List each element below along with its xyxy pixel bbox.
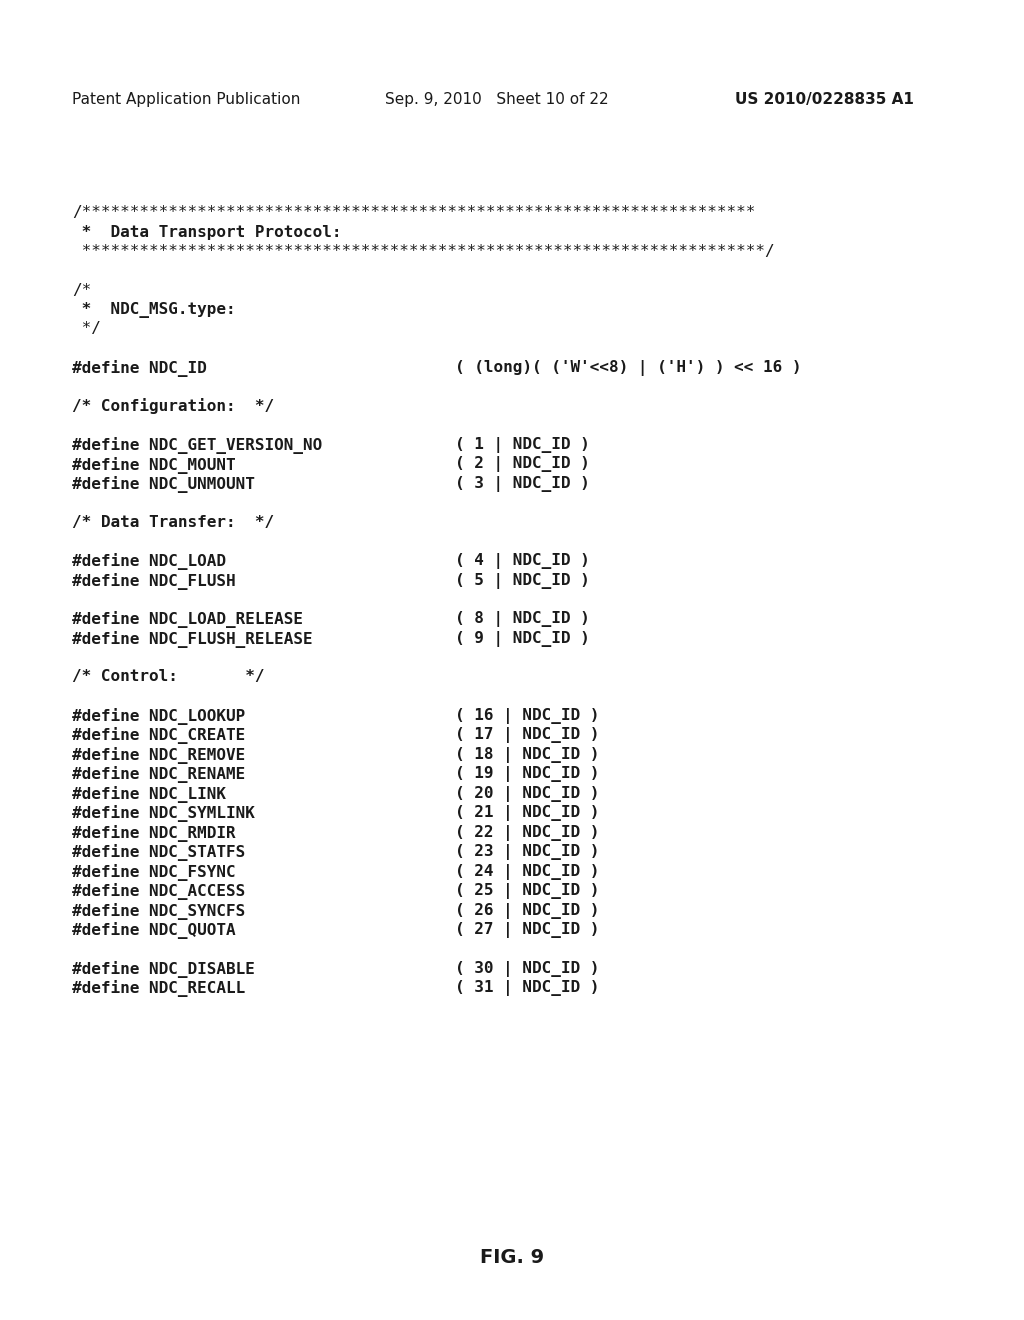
Text: #define NDC_STATFS: #define NDC_STATFS	[72, 843, 246, 861]
Text: ( 24 | NDC_ID ): ( 24 | NDC_ID )	[455, 863, 599, 879]
Text: #define NDC_FLUSH: #define NDC_FLUSH	[72, 573, 236, 590]
Text: #define NDC_FSYNC: #define NDC_FSYNC	[72, 863, 236, 880]
Text: #define NDC_REMOVE: #define NDC_REMOVE	[72, 747, 246, 763]
Text: #define NDC_LOOKUP: #define NDC_LOOKUP	[72, 708, 246, 725]
Text: ( 8 | NDC_ID ): ( 8 | NDC_ID )	[455, 611, 590, 627]
Text: #define NDC_MOUNT: #define NDC_MOUNT	[72, 457, 236, 474]
Text: #define NDC_LOAD_RELEASE: #define NDC_LOAD_RELEASE	[72, 611, 303, 628]
Text: */: */	[72, 322, 101, 337]
Text: ( 21 | NDC_ID ): ( 21 | NDC_ID )	[455, 805, 599, 821]
Text: Sep. 9, 2010   Sheet 10 of 22: Sep. 9, 2010 Sheet 10 of 22	[385, 92, 608, 107]
Text: ( 30 | NDC_ID ): ( 30 | NDC_ID )	[455, 961, 599, 977]
Text: /* Control:       */: /* Control: */	[72, 669, 264, 684]
Text: US 2010/0228835 A1: US 2010/0228835 A1	[735, 92, 913, 107]
Text: ( 22 | NDC_ID ): ( 22 | NDC_ID )	[455, 825, 599, 841]
Text: *  Data Transport Protocol:: * Data Transport Protocol:	[72, 224, 341, 239]
Text: ( 9 | NDC_ID ): ( 9 | NDC_ID )	[455, 631, 590, 647]
Text: #define NDC_RECALL: #define NDC_RECALL	[72, 979, 246, 997]
Text: #define NDC_LINK: #define NDC_LINK	[72, 785, 226, 803]
Text: ( 25 | NDC_ID ): ( 25 | NDC_ID )	[455, 883, 599, 899]
Text: ( 1 | NDC_ID ): ( 1 | NDC_ID )	[455, 437, 590, 453]
Text: #define NDC_SYNCFS: #define NDC_SYNCFS	[72, 903, 246, 920]
Text: ( 3 | NDC_ID ): ( 3 | NDC_ID )	[455, 477, 590, 492]
Text: #define NDC_QUOTA: #define NDC_QUOTA	[72, 921, 236, 939]
Text: ***********************************************************************/: ****************************************…	[72, 244, 774, 259]
Text: #define NDC_RENAME: #define NDC_RENAME	[72, 766, 246, 783]
Text: #define NDC_UNMOUNT: #define NDC_UNMOUNT	[72, 477, 255, 492]
Text: ( 20 | NDC_ID ): ( 20 | NDC_ID )	[455, 785, 599, 801]
Text: ( 5 | NDC_ID ): ( 5 | NDC_ID )	[455, 573, 590, 589]
Text: ( 16 | NDC_ID ): ( 16 | NDC_ID )	[455, 708, 599, 723]
Text: ( 23 | NDC_ID ): ( 23 | NDC_ID )	[455, 843, 599, 861]
Text: #define NDC_RMDIR: #define NDC_RMDIR	[72, 825, 236, 842]
Text: *  NDC_MSG.type:: * NDC_MSG.type:	[72, 302, 236, 318]
Text: ( 17 | NDC_ID ): ( 17 | NDC_ID )	[455, 727, 599, 743]
Text: /* Data Transfer:  */: /* Data Transfer: */	[72, 515, 274, 529]
Text: ( 4 | NDC_ID ): ( 4 | NDC_ID )	[455, 553, 590, 569]
Text: /* Configuration:  */: /* Configuration: */	[72, 399, 274, 414]
Text: /**********************************************************************: /***************************************…	[72, 205, 756, 220]
Text: #define NDC_ACCESS: #define NDC_ACCESS	[72, 883, 246, 900]
Text: ( 2 | NDC_ID ): ( 2 | NDC_ID )	[455, 457, 590, 473]
Text: #define NDC_FLUSH_RELEASE: #define NDC_FLUSH_RELEASE	[72, 631, 312, 648]
Text: #define NDC_LOAD: #define NDC_LOAD	[72, 553, 226, 570]
Text: #define NDC_GET_VERSION_NO: #define NDC_GET_VERSION_NO	[72, 437, 323, 454]
Text: #define NDC_SYMLINK: #define NDC_SYMLINK	[72, 805, 255, 822]
Text: ( 26 | NDC_ID ): ( 26 | NDC_ID )	[455, 903, 599, 919]
Text: ( 27 | NDC_ID ): ( 27 | NDC_ID )	[455, 921, 599, 939]
Text: ( (long)( ('W'<<8) | ('H') ) << 16 ): ( (long)( ('W'<<8) | ('H') ) << 16 )	[455, 360, 802, 376]
Text: #define NDC_CREATE: #define NDC_CREATE	[72, 727, 246, 744]
Text: #define NDC_DISABLE: #define NDC_DISABLE	[72, 961, 255, 978]
Text: ( 18 | NDC_ID ): ( 18 | NDC_ID )	[455, 747, 599, 763]
Text: #define NDC_ID: #define NDC_ID	[72, 360, 207, 378]
Text: Patent Application Publication: Patent Application Publication	[72, 92, 300, 107]
Text: ( 19 | NDC_ID ): ( 19 | NDC_ID )	[455, 766, 599, 781]
Text: ( 31 | NDC_ID ): ( 31 | NDC_ID )	[455, 979, 599, 997]
Text: FIG. 9: FIG. 9	[480, 1247, 544, 1267]
Text: /*: /*	[72, 282, 91, 297]
